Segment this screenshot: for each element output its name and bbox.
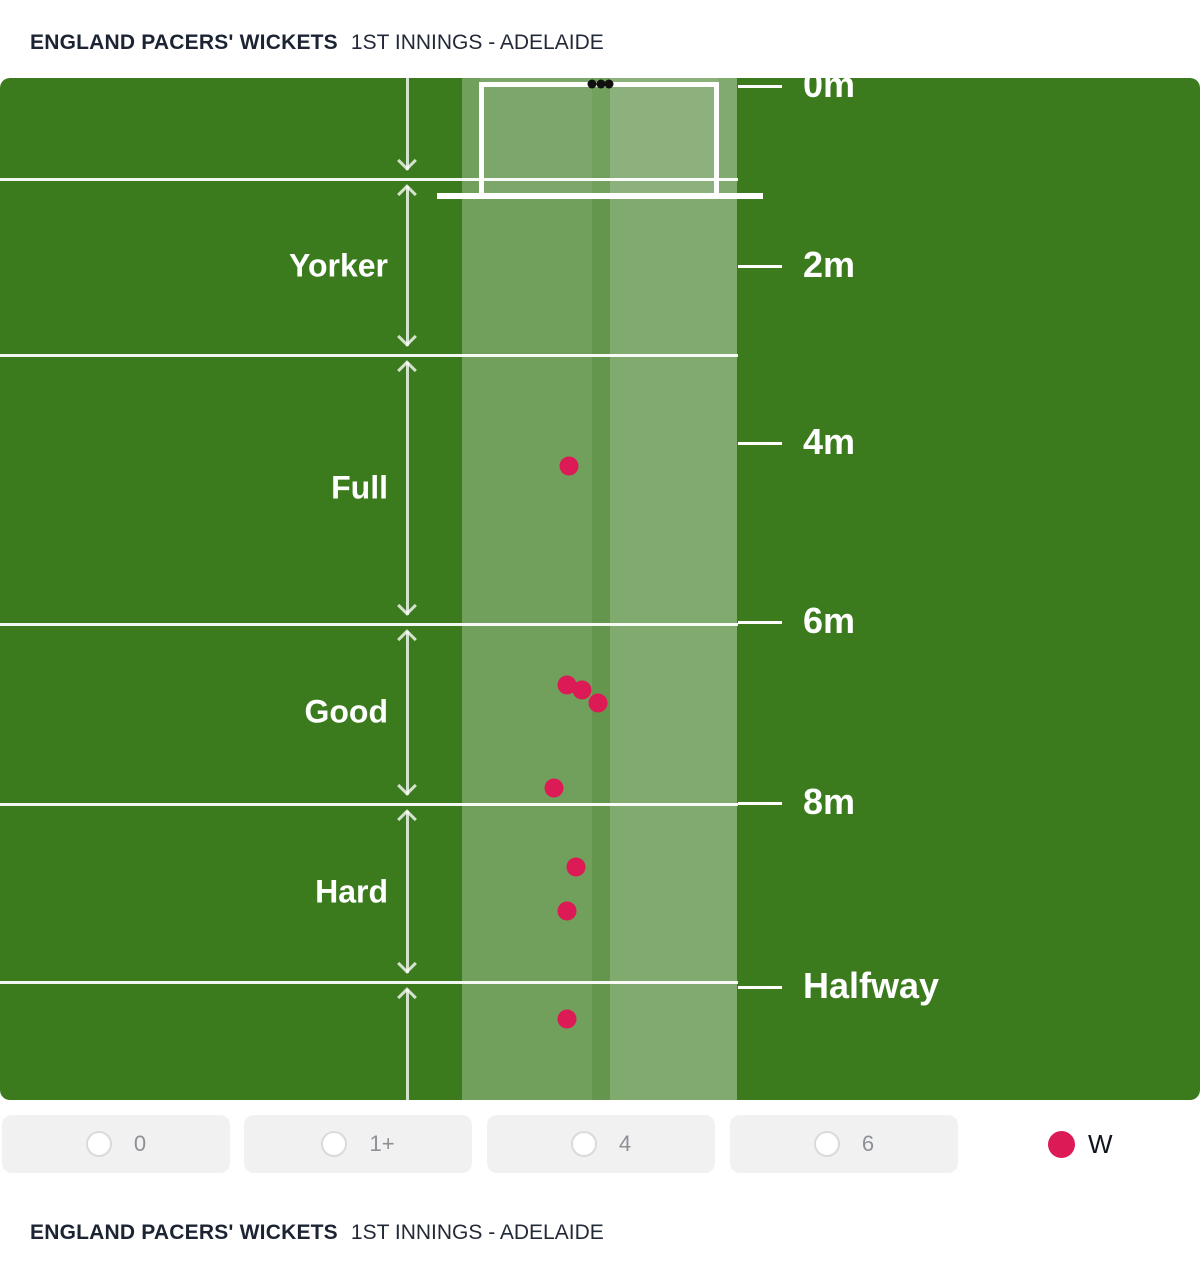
popping-crease-line <box>437 193 763 199</box>
axis-tick-label: 8m <box>803 781 856 823</box>
axis-tick <box>738 621 782 624</box>
chart-header: ENGLAND PACERS' WICKETS 1ST INNINGS - ADE… <box>30 31 604 55</box>
pitch-chart: 0m 2m 4m 6m 8m Halfway Yorker Full Good Hard <box>0 78 1200 1100</box>
wicket-legend-dot-icon <box>1048 1130 1075 1158</box>
chart-footer: ENGLAND PACERS' WICKETS 1ST INNINGS - ADE… <box>30 1221 604 1245</box>
zone-label: Yorker <box>288 247 388 284</box>
return-crease-left-line <box>479 82 484 198</box>
crease-box <box>480 78 718 196</box>
axis-tick <box>738 265 782 268</box>
radio-circle-icon <box>321 1131 348 1157</box>
filter-label: 0 <box>133 1131 147 1156</box>
wicket-dot <box>566 857 586 877</box>
pitch-strip-right-band <box>610 78 737 1100</box>
axis-tick <box>738 802 782 805</box>
arrow-head-down-icon <box>397 776 417 796</box>
filter-button-0[interactable]: 0 <box>2 1115 230 1173</box>
footer-subtitle: 1ST INNINGS - ADELAIDE <box>350 1221 604 1244</box>
axis-tick-label: 4m <box>803 421 856 463</box>
wicket-dot <box>544 778 564 798</box>
zone-extent-arrow <box>406 811 409 973</box>
axis-tick <box>738 986 782 989</box>
stump-dot <box>596 79 605 89</box>
footer-title: ENGLAND PACERS' WICKETS <box>30 1221 338 1244</box>
axis-tick-label: 0m <box>803 78 856 106</box>
arrow-head-up-icon <box>397 809 417 829</box>
stump-dot <box>587 79 597 89</box>
filter-label: 4 <box>618 1131 632 1156</box>
wicket-dot <box>557 901 577 921</box>
wicket-dot <box>572 680 592 700</box>
zone-boundary-line <box>0 354 738 357</box>
zone-boundary-line <box>0 981 738 984</box>
wicket-legend-label: W <box>1088 1128 1113 1159</box>
wicket-dot <box>588 693 608 713</box>
arrow-head-up-icon <box>397 360 417 380</box>
radio-circle-icon <box>570 1131 597 1157</box>
wicket-dot <box>557 1009 577 1029</box>
wicket-dot <box>557 675 577 695</box>
arrow-head-down-icon <box>397 596 417 616</box>
zone-extent-arrow <box>406 989 409 1100</box>
stump-dot <box>604 79 614 89</box>
zone-extent-arrow <box>406 631 409 795</box>
arrow-head-down-icon <box>397 954 417 974</box>
axis-tick-label: 6m <box>803 600 856 642</box>
chart-title: ENGLAND PACERS' WICKETS <box>30 31 338 54</box>
axis-tick <box>738 442 782 445</box>
axis-tick-label: 2m <box>803 244 856 286</box>
return-crease-right-line <box>714 82 719 198</box>
zone-boundary-line <box>0 803 738 806</box>
radio-circle-icon <box>85 1131 112 1157</box>
zone-label: Full <box>331 469 388 506</box>
axis-tick <box>738 85 782 88</box>
zone-extent-arrow <box>406 362 409 615</box>
zone-boundary-line <box>0 623 738 626</box>
filter-button-1plus[interactable]: 1+ <box>244 1115 472 1173</box>
arrow-head-down-icon <box>397 327 417 347</box>
arrow-head-up-icon <box>397 987 417 1007</box>
filter-label: 1+ <box>369 1131 395 1156</box>
arrow-head-up-icon <box>397 629 417 649</box>
arrow-head-up-icon <box>397 184 417 204</box>
zone-boundary-line <box>0 178 738 181</box>
wicket-dot <box>559 456 579 476</box>
filter-button-4[interactable]: 4 <box>487 1115 715 1173</box>
zone-label: Good <box>304 693 388 730</box>
filter-label: 6 <box>861 1131 875 1156</box>
zone-extent-arrow <box>406 186 409 346</box>
wicket-legend: W <box>1048 1115 1113 1173</box>
axis-tick-label: Halfway <box>803 965 940 1007</box>
pitch-strip-center-stripe <box>592 78 610 1100</box>
arrow-head-down-icon <box>397 151 417 171</box>
radio-circle-icon <box>813 1131 840 1157</box>
pitch-strip-left-band <box>462 78 592 1100</box>
zone-extent-arrow <box>406 78 409 170</box>
zone-label: Hard <box>315 873 388 910</box>
chart-subtitle: 1ST INNINGS - ADELAIDE <box>350 31 604 54</box>
filter-button-6[interactable]: 6 <box>730 1115 958 1173</box>
